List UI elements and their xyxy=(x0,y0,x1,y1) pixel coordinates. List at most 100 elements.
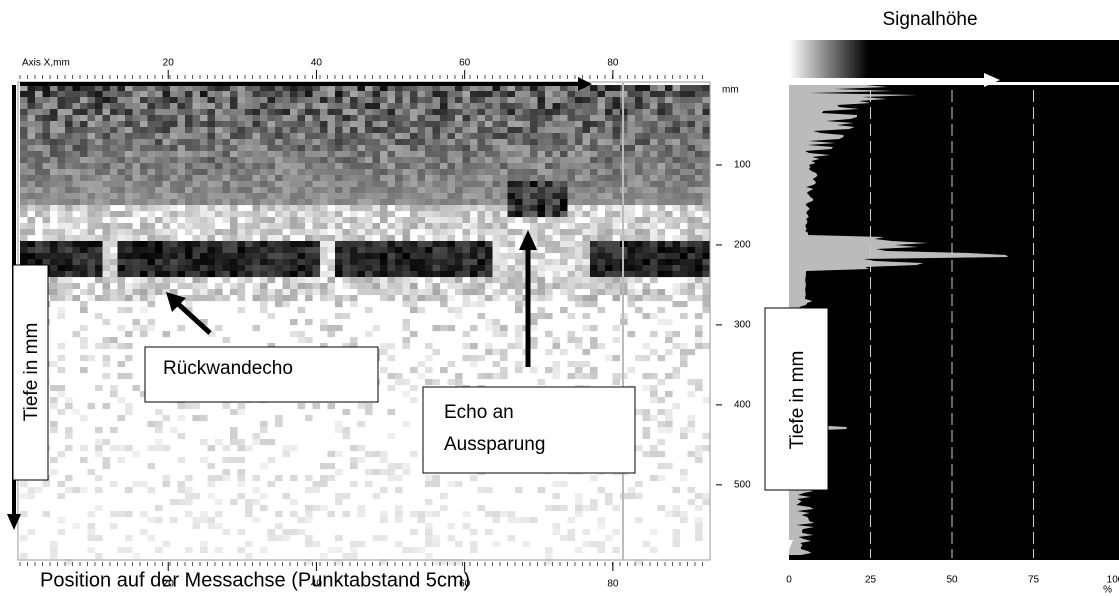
scan-cell xyxy=(635,157,643,164)
scan-cell xyxy=(455,283,463,290)
scan-cell xyxy=(695,121,703,128)
scan-cell xyxy=(537,259,546,266)
scan-cell xyxy=(680,433,688,440)
scan-cell xyxy=(42,229,51,236)
scan-cell xyxy=(380,247,388,254)
scan-cell xyxy=(680,241,688,248)
scan-cell xyxy=(485,529,493,536)
scan-cell xyxy=(57,451,66,458)
scan-cell xyxy=(387,463,396,470)
scan-cell xyxy=(72,331,81,338)
scan-cell xyxy=(462,145,471,152)
scan-cell xyxy=(462,199,471,206)
scan-cell xyxy=(222,145,231,152)
scan-cell xyxy=(380,517,388,524)
scan-cell xyxy=(650,91,658,98)
scan-cell xyxy=(410,385,418,392)
scan-cell xyxy=(342,181,351,188)
scan-cell xyxy=(590,97,598,104)
scan-cell xyxy=(440,115,448,122)
scan-cell xyxy=(530,157,538,164)
scan-cell xyxy=(147,295,156,302)
scan-cell xyxy=(297,259,306,266)
scan-cell xyxy=(117,265,126,272)
scan-cell xyxy=(387,223,396,230)
scan-cell xyxy=(612,103,621,110)
scan-cell xyxy=(477,247,486,254)
scan-cell xyxy=(102,373,111,380)
scan-cell xyxy=(207,253,216,260)
scan-cell xyxy=(260,85,268,92)
scan-cell xyxy=(282,529,291,536)
y-tick-label: 200 xyxy=(734,240,751,251)
scan-cell xyxy=(117,271,126,278)
scan-cell xyxy=(492,259,501,266)
scan-cell xyxy=(455,187,463,194)
scan-cell xyxy=(245,175,253,182)
scan-cell xyxy=(432,217,441,224)
scan-cell xyxy=(372,193,381,200)
scan-cell xyxy=(672,265,681,272)
scan-cell xyxy=(365,193,373,200)
scan-cell xyxy=(612,547,621,554)
scan-cell xyxy=(42,157,51,164)
scan-cell xyxy=(222,199,231,206)
scan-cell xyxy=(155,187,163,194)
scan-cell xyxy=(567,283,576,290)
scan-cell xyxy=(372,109,381,116)
scan-cell xyxy=(380,283,388,290)
scan-cell xyxy=(207,463,216,470)
scan-cell xyxy=(410,139,418,146)
scan-cell xyxy=(500,349,508,356)
scan-cell xyxy=(222,181,231,188)
scan-cell xyxy=(477,151,486,158)
scan-cell xyxy=(567,295,576,302)
scan-cell xyxy=(672,151,681,158)
scan-cell xyxy=(687,91,696,98)
scan-cell xyxy=(530,295,538,302)
scan-cell xyxy=(132,553,141,560)
scan-cell xyxy=(530,343,538,350)
scan-cell xyxy=(500,115,508,122)
scan-cell xyxy=(627,133,636,140)
scan-cell xyxy=(162,187,171,194)
scan-cell xyxy=(552,283,561,290)
scan-cell xyxy=(95,115,103,122)
scan-cell xyxy=(50,289,58,296)
scan-cell xyxy=(492,229,501,236)
scan-cell xyxy=(155,205,163,212)
scan-cell xyxy=(462,139,471,146)
scan-cell xyxy=(575,361,583,368)
scan-cell xyxy=(200,211,208,218)
scan-cell xyxy=(260,205,268,212)
scan-cell xyxy=(485,127,493,134)
scan-cell xyxy=(222,85,231,92)
scan-cell xyxy=(350,115,358,122)
scan-cell xyxy=(147,145,156,152)
scan-cell xyxy=(200,457,208,464)
scan-cell xyxy=(432,103,441,110)
scan-cell xyxy=(27,229,36,236)
scan-cell xyxy=(425,241,433,248)
scan-cell xyxy=(222,115,231,122)
scan-cell xyxy=(665,421,673,428)
scan-cell xyxy=(110,187,118,194)
scan-cell xyxy=(252,241,261,248)
scan-cell xyxy=(102,139,111,146)
scan-cell xyxy=(327,193,336,200)
scan-cell xyxy=(207,517,216,524)
scan-cell xyxy=(80,103,88,110)
scan-cell xyxy=(65,397,73,404)
scan-cell xyxy=(237,247,246,254)
scan-cell xyxy=(185,181,193,188)
scan-cell xyxy=(507,139,516,146)
scan-cell xyxy=(155,175,163,182)
scan-cell xyxy=(117,181,126,188)
scan-cell xyxy=(275,511,283,518)
scan-cell xyxy=(507,211,516,218)
scan-cell xyxy=(117,133,126,140)
scan-cell xyxy=(65,445,73,452)
scan-cell xyxy=(590,367,598,374)
scan-cell xyxy=(95,145,103,152)
scan-cell xyxy=(417,181,426,188)
